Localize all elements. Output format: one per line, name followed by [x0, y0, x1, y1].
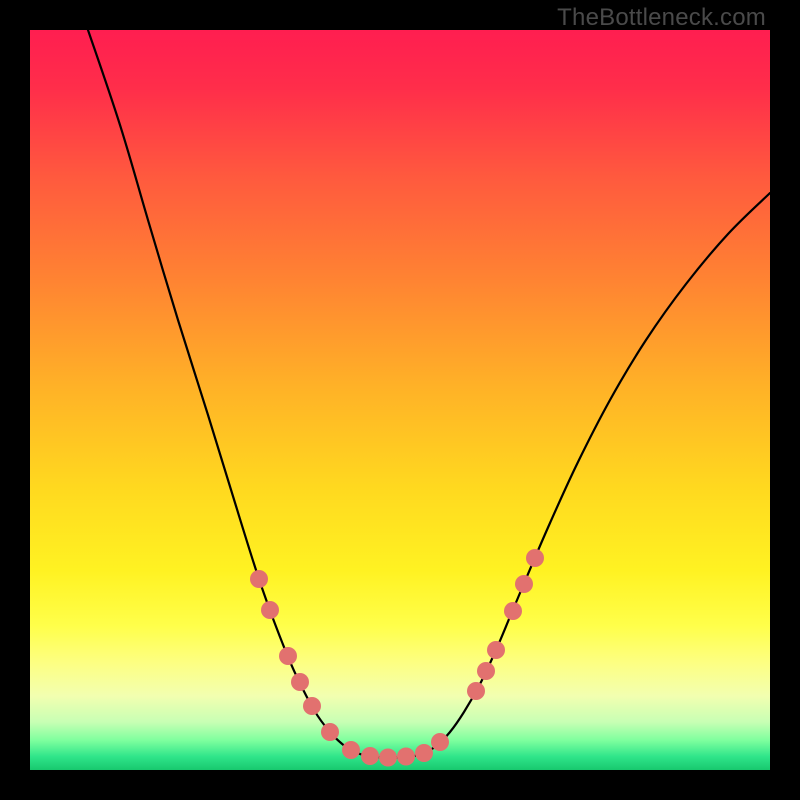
- data-marker: [303, 697, 321, 715]
- chart-frame: TheBottleneck.com: [0, 0, 800, 800]
- data-marker: [526, 549, 544, 567]
- watermark-text: TheBottleneck.com: [557, 4, 766, 32]
- data-marker: [291, 673, 309, 691]
- data-marker: [261, 601, 279, 619]
- data-marker: [431, 733, 449, 751]
- data-marker: [397, 748, 415, 766]
- data-marker: [361, 747, 379, 765]
- data-marker: [504, 602, 522, 620]
- data-marker: [279, 647, 297, 665]
- data-marker: [467, 682, 485, 700]
- data-marker: [415, 744, 433, 762]
- data-marker: [379, 749, 397, 767]
- bottleneck-curve: [30, 30, 770, 770]
- data-marker: [342, 741, 360, 759]
- data-marker: [515, 575, 533, 593]
- data-marker: [477, 662, 495, 680]
- data-marker: [487, 641, 505, 659]
- plot-area: [30, 30, 770, 770]
- data-marker: [250, 570, 268, 588]
- data-marker: [321, 723, 339, 741]
